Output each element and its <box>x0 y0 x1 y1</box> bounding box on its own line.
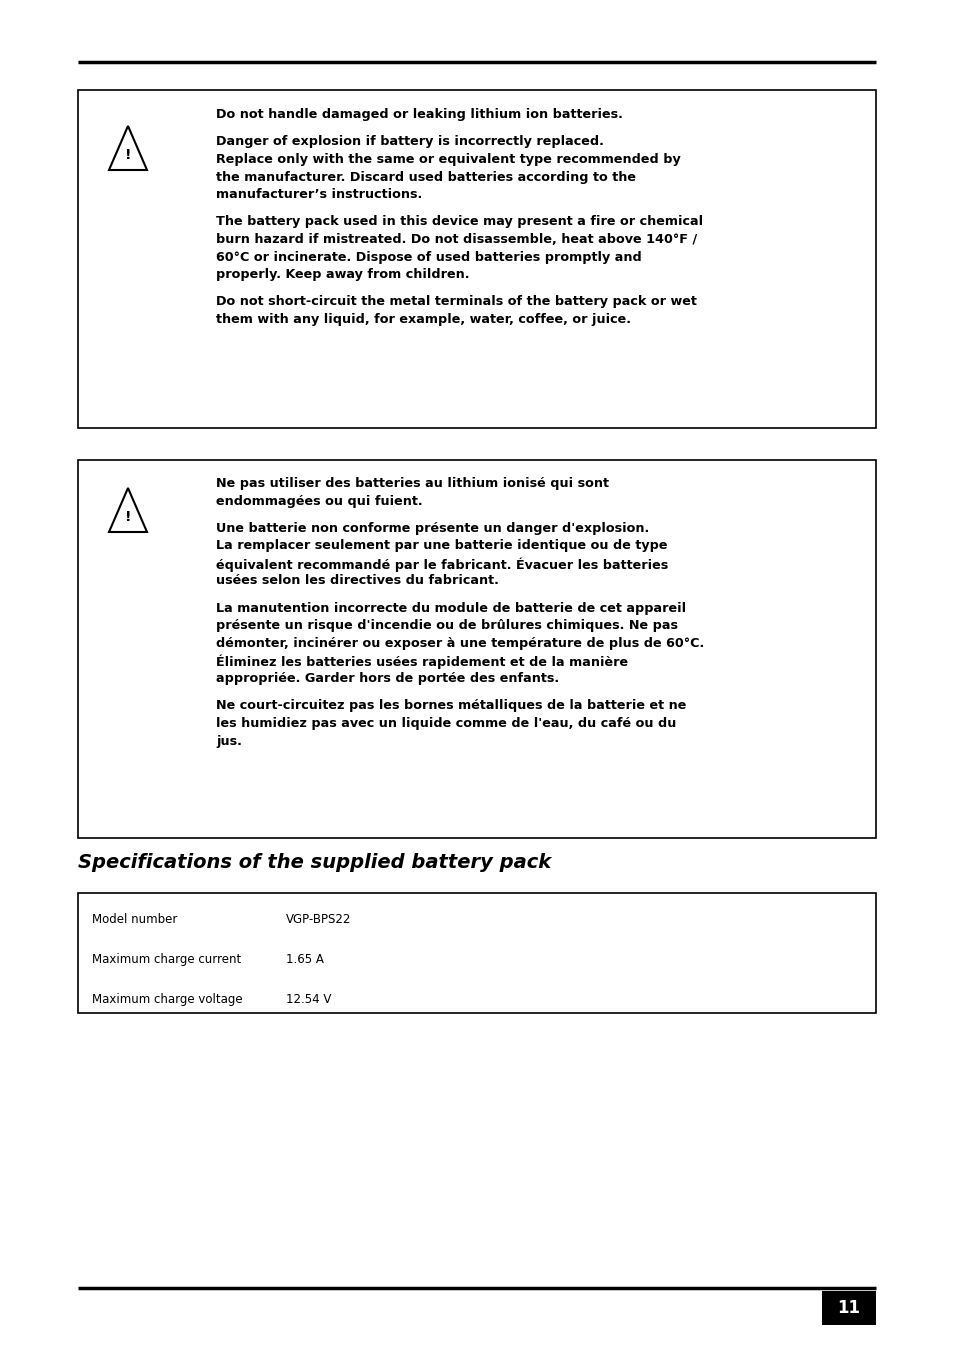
Text: jus.: jus. <box>215 734 242 748</box>
Text: manufacturer’s instructions.: manufacturer’s instructions. <box>215 188 422 201</box>
Bar <box>78 894 875 1013</box>
Bar <box>78 91 875 429</box>
Text: démonter, incinérer ou exposer à une température de plus de 60°C.: démonter, incinérer ou exposer à une tem… <box>215 637 703 650</box>
Text: !: ! <box>125 510 132 523</box>
Text: présente un risque d'incendie ou de brûlures chimiques. Ne pas: présente un risque d'incendie ou de brûl… <box>215 619 678 633</box>
Text: VGP-BPS22: VGP-BPS22 <box>286 913 351 926</box>
Text: properly. Keep away from children.: properly. Keep away from children. <box>215 268 469 281</box>
Text: 60°C or incinerate. Dispose of used batteries promptly and: 60°C or incinerate. Dispose of used batt… <box>215 250 641 264</box>
Text: Ne court-circuitez pas les bornes métalliques de la batterie et ne: Ne court-circuitez pas les bornes métall… <box>215 699 685 713</box>
Text: Ne pas utiliser des batteries au lithium ionisé qui sont: Ne pas utiliser des batteries au lithium… <box>215 477 608 489</box>
Text: The battery pack used in this device may present a fire or chemical: The battery pack used in this device may… <box>215 215 702 228</box>
Text: !: ! <box>125 147 132 162</box>
Text: appropriée. Garder hors de portée des enfants.: appropriée. Garder hors de portée des en… <box>215 672 558 685</box>
Text: endommagées ou qui fuient.: endommagées ou qui fuient. <box>215 495 422 507</box>
Text: Replace only with the same or equivalent type recommended by: Replace only with the same or equivalent… <box>215 153 680 166</box>
Text: Do not handle damaged or leaking lithium ion batteries.: Do not handle damaged or leaking lithium… <box>215 108 622 120</box>
Text: them with any liquid, for example, water, coffee, or juice.: them with any liquid, for example, water… <box>215 314 630 326</box>
Text: La remplacer seulement par une batterie identique ou de type: La remplacer seulement par une batterie … <box>215 539 667 553</box>
Text: Éliminez les batteries usées rapidement et de la manière: Éliminez les batteries usées rapidement … <box>215 654 627 669</box>
Text: Specifications of the supplied battery pack: Specifications of the supplied battery p… <box>78 853 551 872</box>
Text: the manufacturer. Discard used batteries according to the: the manufacturer. Discard used batteries… <box>215 170 636 184</box>
Text: équivalent recommandé par le fabricant. Évacuer les batteries: équivalent recommandé par le fabricant. … <box>215 557 667 572</box>
Text: 1.65 A: 1.65 A <box>286 953 323 965</box>
Bar <box>78 460 875 838</box>
Text: les humidiez pas avec un liquide comme de l'eau, du café ou du: les humidiez pas avec un liquide comme d… <box>215 717 676 730</box>
Text: Danger of explosion if battery is incorrectly replaced.: Danger of explosion if battery is incorr… <box>215 135 603 149</box>
Text: La manutention incorrecte du module de batterie de cet appareil: La manutention incorrecte du module de b… <box>215 602 685 615</box>
Text: 11: 11 <box>837 1299 860 1317</box>
Text: Une batterie non conforme présente un danger d'explosion.: Une batterie non conforme présente un da… <box>215 522 649 535</box>
Text: burn hazard if mistreated. Do not disassemble, heat above 140°F /: burn hazard if mistreated. Do not disass… <box>215 233 697 246</box>
Text: 12.54 V: 12.54 V <box>286 992 331 1006</box>
Text: Maximum charge current: Maximum charge current <box>91 953 241 965</box>
Text: usées selon les directives du fabricant.: usées selon les directives du fabricant. <box>215 575 498 588</box>
Text: Maximum charge voltage: Maximum charge voltage <box>91 992 242 1006</box>
Text: Model number: Model number <box>91 913 177 926</box>
Bar <box>821 1291 875 1325</box>
Text: Do not short-circuit the metal terminals of the battery pack or wet: Do not short-circuit the metal terminals… <box>215 296 696 308</box>
